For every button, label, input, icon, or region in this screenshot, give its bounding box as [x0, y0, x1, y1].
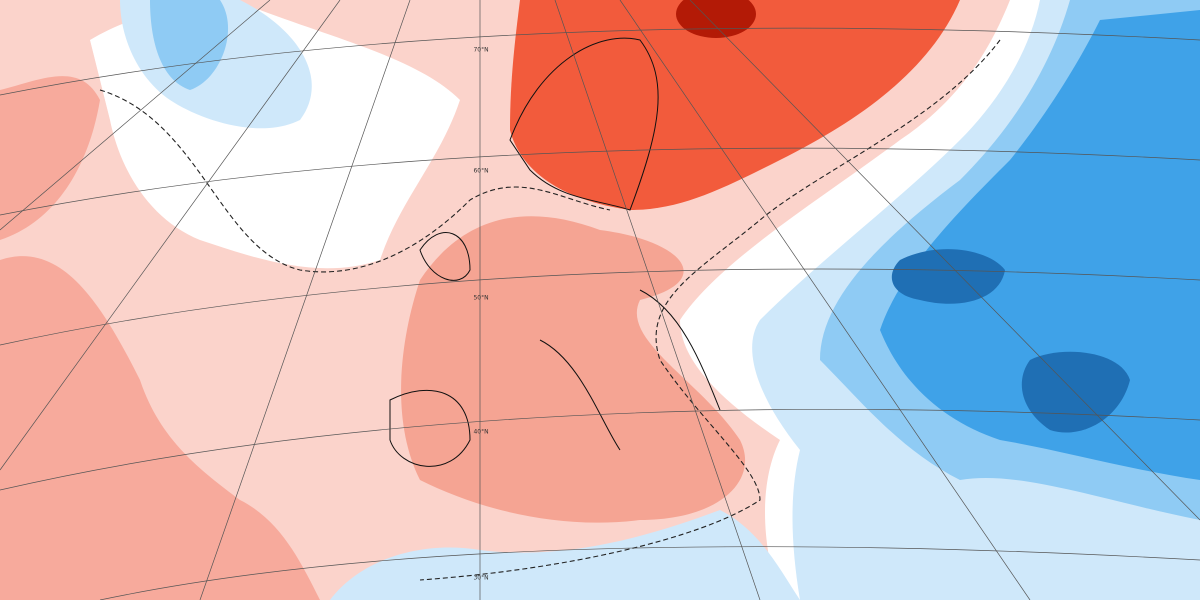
parallel [0, 27, 1200, 96]
latitude-label: 50°N [473, 295, 488, 302]
latitude-label: 70°N [473, 47, 488, 54]
zero-contour-north [99, 89, 611, 273]
warm-anomaly-west [0, 76, 100, 241]
meridian [689, 0, 1200, 521]
cold-core-black-sea [891, 249, 1005, 304]
latitude-label: 30°N [473, 575, 488, 582]
meridian [0, 0, 341, 471]
latitude-label: 40°N [473, 429, 488, 436]
meridian [619, 0, 1031, 600]
meridian [554, 0, 761, 600]
parallel [0, 147, 1200, 216]
cool-east-strong [880, 10, 1200, 480]
coastlines [389, 37, 721, 467]
cold-core-east [1021, 351, 1130, 433]
meridian [0, 0, 271, 231]
strong-warm-scandinavia [510, 0, 960, 210]
meridian [199, 0, 411, 600]
latitude-label: 60°N [473, 168, 488, 175]
parallel [0, 268, 1200, 346]
warm-anomaly-band [0, 256, 320, 600]
parallel [0, 408, 1200, 491]
parallel [99, 546, 1200, 600]
cool-greenland-core [150, 0, 229, 90]
